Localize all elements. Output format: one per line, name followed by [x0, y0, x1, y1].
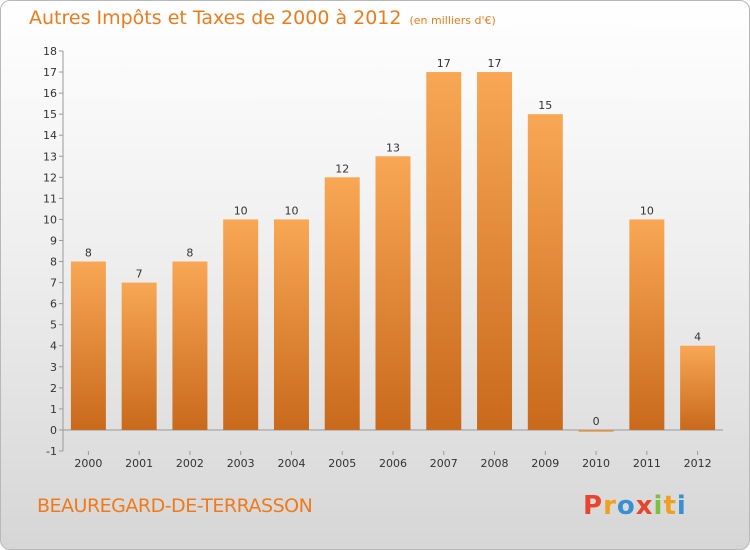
bar-2000: [70, 261, 106, 430]
y-tick-label: 18: [43, 45, 57, 58]
x-tick-label-2003: 2003: [227, 457, 255, 470]
bar-2012: [680, 345, 716, 430]
bar-2007: [426, 72, 462, 430]
logo-letter: r: [603, 491, 617, 521]
data-label-2004: 10: [284, 204, 298, 217]
y-tick-label: 5: [50, 319, 57, 332]
y-tick-label: 11: [43, 192, 57, 205]
logo-letter: P: [583, 491, 604, 521]
data-label-2003: 10: [234, 204, 248, 217]
bar-2005: [324, 177, 360, 430]
y-tick-label: 2: [50, 382, 57, 395]
x-tick-label-2008: 2008: [481, 457, 509, 470]
proxiti-logo: Proxiti: [583, 491, 687, 521]
x-tick-label-2005: 2005: [328, 457, 356, 470]
bar-2001: [121, 282, 157, 430]
bar-2006: [375, 156, 411, 430]
logo-letter: t: [663, 491, 677, 521]
logo-letter: o: [616, 491, 636, 521]
y-tick-label: 13: [43, 150, 57, 163]
y-tick-label: 8: [50, 256, 57, 269]
chart-title-text: Autres Impôts et Taxes de 2000 à 2012: [29, 7, 402, 29]
y-tick-label: 4: [50, 340, 57, 353]
y-tick-label: 6: [50, 298, 57, 311]
x-tick-label-2001: 2001: [125, 457, 153, 470]
data-label-2001: 7: [136, 268, 143, 281]
chart-title: Autres Impôts et Taxes de 2000 à 2012 (en…: [29, 7, 496, 29]
data-label-2012: 4: [694, 331, 701, 344]
x-tick-label-2006: 2006: [379, 457, 407, 470]
x-tick-label-2004: 2004: [277, 457, 305, 470]
data-label-2008: 17: [488, 57, 502, 70]
bar-2003: [223, 219, 259, 430]
bar-2008: [477, 72, 513, 430]
data-label-2006: 13: [386, 141, 400, 154]
y-tick-label: 17: [43, 66, 57, 79]
x-tick-label-2012: 2012: [684, 457, 712, 470]
data-label-2011: 10: [640, 204, 654, 217]
bar-2004: [273, 219, 309, 430]
y-tick-label: 0: [50, 424, 57, 437]
logo-letter: i: [676, 491, 687, 521]
x-tick-label-2009: 2009: [531, 457, 559, 470]
bar-2010: [578, 429, 614, 432]
y-tick-label: 7: [50, 277, 57, 290]
y-tick-label: 10: [43, 213, 57, 226]
y-tick-label: -1: [46, 445, 57, 458]
x-tick-label-2002: 2002: [176, 457, 204, 470]
bar-2009: [527, 114, 563, 430]
bar-2011: [629, 219, 665, 430]
logo-letter: i: [653, 491, 664, 521]
y-tick-label: 1: [50, 403, 57, 416]
data-label-2009: 15: [538, 99, 552, 112]
chart-subtitle: (en milliers d'€): [409, 14, 496, 27]
chart-bars: 8 7 8 10 10 12 13 17 17 15 0 10 4: [70, 57, 716, 432]
y-tick-label: 3: [50, 361, 57, 374]
data-label-2010: 0: [593, 415, 600, 428]
y-tick-label: 15: [43, 108, 57, 121]
y-tick-label: 9: [50, 234, 57, 247]
x-tick-label-2010: 2010: [582, 457, 610, 470]
place-name: BEAUREGARD-DE-TERRASSON: [37, 495, 313, 517]
x-tick-label-2007: 2007: [430, 457, 458, 470]
bar-2002: [172, 261, 208, 430]
y-tick-label: 14: [43, 129, 57, 142]
y-tick-label: 16: [43, 87, 57, 100]
data-label-2000: 8: [85, 247, 92, 260]
data-label-2005: 12: [335, 162, 349, 175]
data-label-2002: 8: [186, 247, 193, 260]
x-tick-label-2000: 2000: [74, 457, 102, 470]
logo-letter: x: [635, 491, 654, 521]
x-tick-label-2011: 2011: [633, 457, 661, 470]
data-label-2007: 17: [437, 57, 451, 70]
y-tick-label: 12: [43, 171, 57, 184]
